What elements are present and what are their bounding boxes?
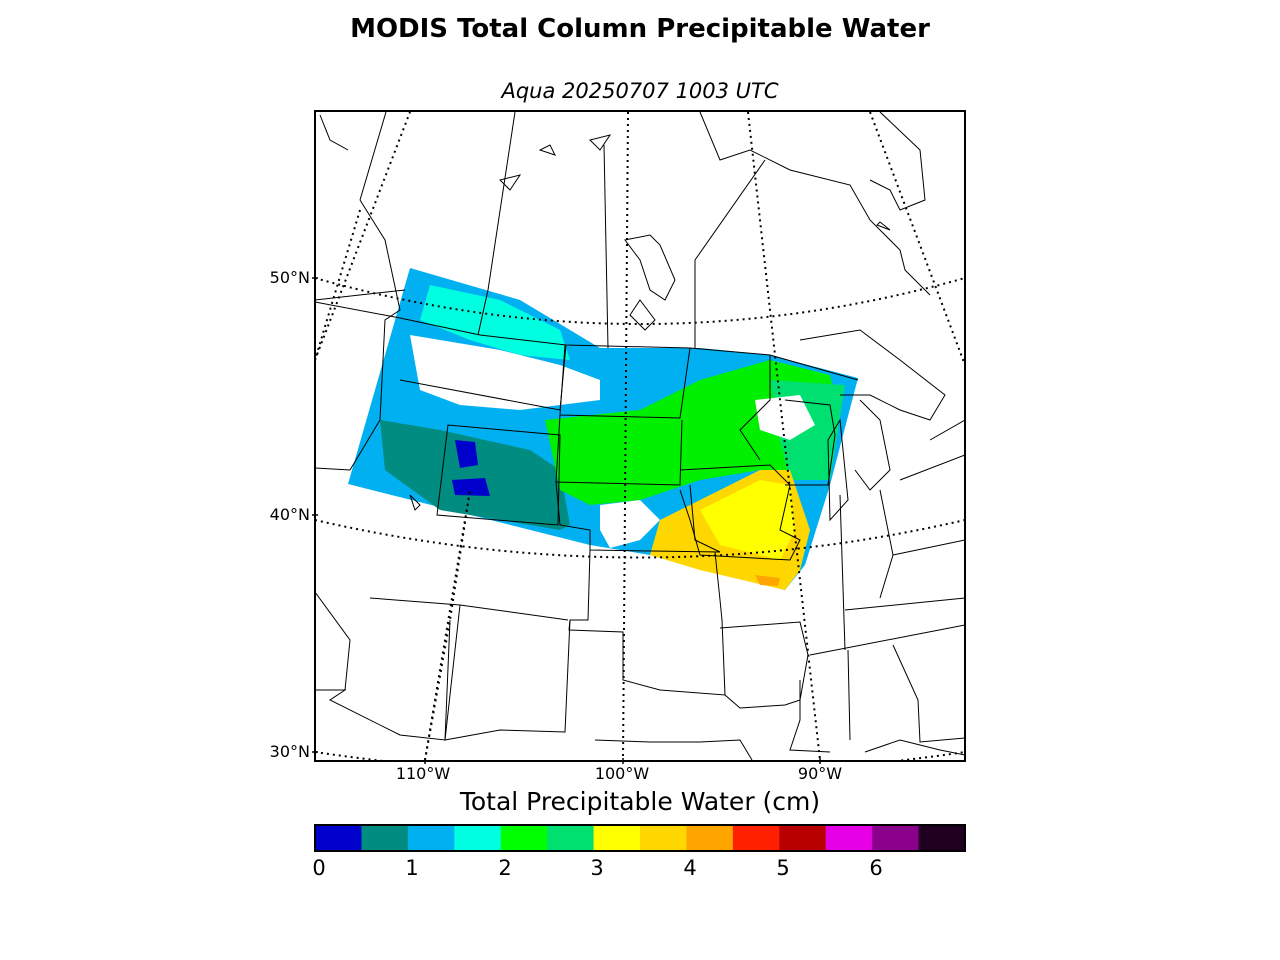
map-title: MODIS Total Column Precipitable Water: [350, 14, 930, 44]
colorbar-segment: [315, 825, 362, 851]
colorbar-segment: [500, 825, 548, 851]
parallel-50n: [315, 277, 965, 325]
colorbar-tick: 6: [869, 856, 883, 880]
colorbar-title: Total Precipitable Water (cm): [459, 787, 821, 816]
map-frame: [314, 110, 966, 762]
lat-label-30n: 30°N: [269, 742, 310, 761]
colorbar-segment: [872, 825, 920, 851]
colorbar-tick: 0: [312, 856, 326, 880]
colorbar-tick: 1: [405, 856, 419, 880]
lon-label-110w: 110°W: [395, 764, 451, 783]
colorbar: [314, 824, 966, 852]
swath-region-white-south: [600, 500, 660, 548]
lat-label-50n: 50°N: [269, 268, 310, 287]
meridian-120w: [315, 111, 411, 361]
swath-region-blue-1: [455, 440, 478, 468]
political-borders: [315, 111, 965, 761]
colorbar-segment: [918, 825, 966, 851]
colorbar-segment: [732, 825, 780, 851]
colorbar-segment: [454, 825, 502, 851]
colorbar-tick: 4: [683, 856, 697, 880]
swath-region-green-central: [545, 360, 840, 505]
swath-region-white-east: [755, 395, 815, 440]
coastlines: [319, 111, 965, 756]
colorbar-segment: [686, 825, 734, 851]
meridian-80w: [869, 111, 965, 366]
meridian-100w: [622, 111, 629, 761]
axis-ticks: [312, 277, 821, 764]
colorbar-segment: [547, 825, 595, 851]
meridian-90w: [747, 111, 821, 761]
swath-region-orange: [755, 575, 780, 586]
swath-region-dark-teal: [380, 420, 570, 530]
meridian-110w: [315, 209, 471, 761]
swath-region-yellow: [700, 480, 795, 560]
swath-region-blue-2: [452, 478, 490, 496]
colorbar-border: [314, 824, 966, 852]
swath-layer: [348, 268, 858, 590]
colorbar-segment: [779, 825, 827, 851]
map-subtitle: Aqua 20250707 1003 UTC: [501, 79, 779, 103]
lon-label-90w: 90°W: [797, 764, 843, 783]
colorbar-segment: [825, 825, 873, 851]
lat-label-40n: 40°N: [269, 505, 310, 524]
colorbar-segment: [407, 825, 455, 851]
graticule: [315, 111, 965, 761]
colorbar-segment: [640, 825, 687, 851]
colorbar-segment: [593, 825, 641, 851]
colorbar-segment: [361, 825, 409, 851]
lon-label-100w: 100°W: [594, 764, 650, 783]
colorbar-tick: 2: [498, 856, 512, 880]
colorbar-tick: 5: [776, 856, 790, 880]
colorbar-tick: 3: [590, 856, 604, 880]
